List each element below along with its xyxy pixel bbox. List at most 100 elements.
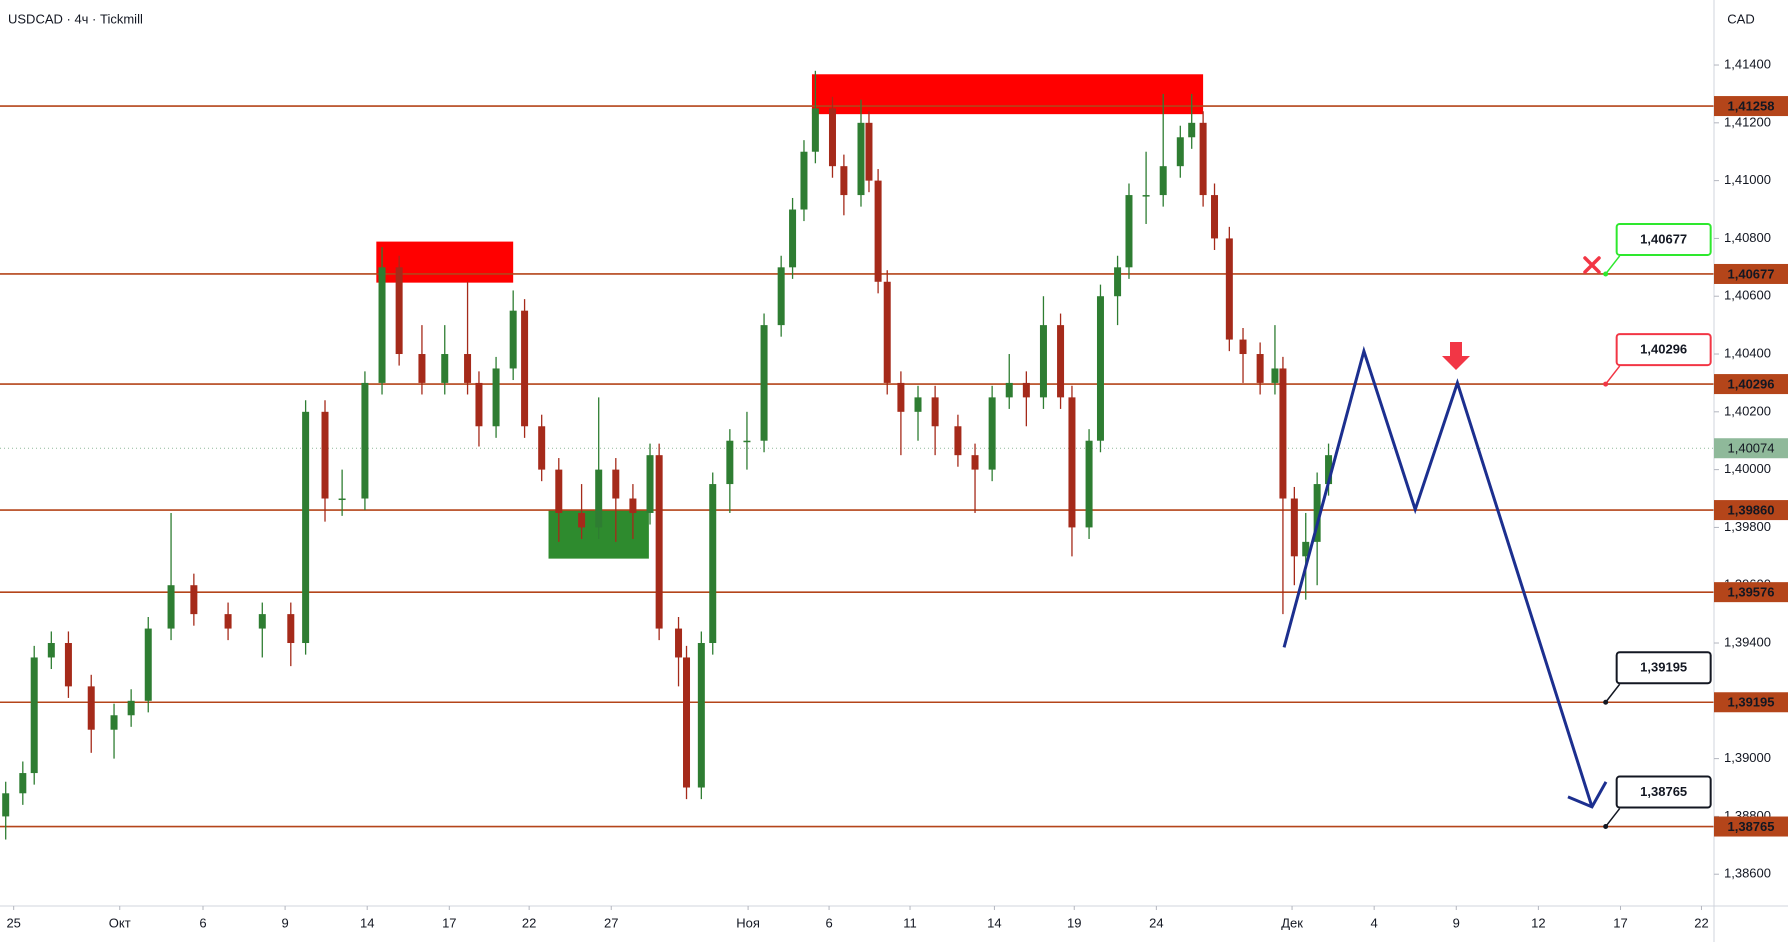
currency-label: CAD bbox=[1727, 11, 1754, 26]
candle-body bbox=[258, 614, 266, 629]
candle-body bbox=[828, 108, 836, 167]
candle-body bbox=[47, 643, 55, 658]
x-tick-label: 6 bbox=[199, 915, 206, 930]
x-tick-label: Дек bbox=[1281, 915, 1303, 930]
candle-body bbox=[1085, 440, 1093, 528]
y-tick-label: 1,40600 bbox=[1724, 288, 1771, 303]
y-tick-label: 1,40400 bbox=[1724, 345, 1771, 360]
candle-body bbox=[509, 310, 517, 369]
level-price-box bbox=[1714, 692, 1788, 713]
candle-body bbox=[1125, 195, 1133, 268]
callout-leader bbox=[1605, 255, 1621, 275]
candle-body bbox=[127, 700, 135, 716]
candle-body bbox=[302, 411, 310, 644]
candle-body bbox=[709, 484, 717, 644]
candle-body bbox=[743, 440, 751, 443]
candle-body bbox=[167, 585, 175, 629]
current-price-box bbox=[1714, 438, 1788, 459]
projection-arrowhead bbox=[1567, 781, 1608, 809]
x-tick-label: 12 bbox=[1531, 915, 1545, 930]
plot-area bbox=[0, 70, 1714, 840]
candle-body bbox=[1239, 339, 1247, 355]
candle-body bbox=[578, 512, 586, 528]
candle-body bbox=[64, 643, 72, 687]
candle-body bbox=[1057, 325, 1065, 398]
level-price-label: 1,39195 bbox=[1728, 695, 1775, 710]
candle-body bbox=[190, 585, 198, 615]
candle-body bbox=[629, 498, 637, 513]
x-tick-label: 4 bbox=[1371, 915, 1378, 930]
candle-body bbox=[874, 180, 882, 282]
level-price-label: 1,40296 bbox=[1728, 377, 1775, 392]
candle-body bbox=[321, 411, 329, 499]
candle-body bbox=[914, 397, 922, 412]
candle-body bbox=[1199, 122, 1207, 196]
chart-title: USDCAD · 4ч · Tickmill bbox=[8, 11, 143, 26]
x-tick-label: 17 bbox=[442, 915, 456, 930]
candle-body bbox=[19, 773, 27, 794]
level-price-box bbox=[1714, 500, 1788, 521]
x-tick-label: 14 bbox=[987, 915, 1001, 930]
candle-body bbox=[840, 166, 848, 196]
x-tick-label: 14 bbox=[360, 915, 374, 930]
candle-body bbox=[897, 382, 905, 412]
callout-leader bbox=[1605, 683, 1621, 703]
y-tick-label: 1,41400 bbox=[1724, 56, 1771, 71]
candle-body bbox=[777, 267, 785, 326]
invalidation-marker bbox=[1583, 256, 1601, 274]
candle-body bbox=[931, 397, 939, 427]
candle-body bbox=[655, 455, 663, 629]
candle-body bbox=[492, 368, 500, 427]
candle-body bbox=[857, 122, 865, 196]
x-tick-label: 6 bbox=[825, 915, 832, 930]
level-price-box bbox=[1714, 96, 1788, 117]
candle-body bbox=[1142, 195, 1150, 197]
candle-body bbox=[1068, 397, 1076, 528]
candle-body bbox=[971, 455, 979, 470]
candle-body bbox=[1325, 455, 1333, 485]
x-tick-label: 9 bbox=[281, 915, 288, 930]
x-tick-label: 17 bbox=[1613, 915, 1627, 930]
zone bbox=[811, 74, 1204, 115]
candle-body bbox=[521, 310, 529, 427]
candle-body bbox=[1176, 137, 1184, 167]
level-price-box bbox=[1714, 582, 1788, 603]
candle-body bbox=[1279, 368, 1287, 499]
callout-point bbox=[1603, 381, 1609, 387]
candle-body bbox=[883, 281, 891, 383]
level-price-label: 1,41258 bbox=[1728, 98, 1775, 113]
projection-path bbox=[1282, 345, 1594, 808]
x-tick-label: 22 bbox=[522, 915, 536, 930]
candle-body bbox=[2, 793, 10, 817]
x-tick-label: 27 bbox=[604, 915, 618, 930]
candle-body bbox=[378, 267, 386, 383]
current-price-label: 1,40074 bbox=[1728, 441, 1775, 456]
callout-label: 1,40296 bbox=[1640, 342, 1687, 357]
candle-body bbox=[395, 267, 403, 355]
y-tick-label: 1,39400 bbox=[1724, 634, 1771, 649]
level-price-label: 1,38765 bbox=[1728, 819, 1775, 834]
x-tick-label: Ноя bbox=[736, 915, 760, 930]
candle-body bbox=[800, 151, 808, 210]
candle-body bbox=[954, 426, 962, 456]
candle-body bbox=[1096, 296, 1104, 441]
level-price-label: 1,39576 bbox=[1728, 585, 1775, 600]
candle-body bbox=[865, 122, 873, 181]
candle-body bbox=[760, 325, 768, 441]
x-tick-label: 11 bbox=[903, 915, 917, 930]
candle-body bbox=[789, 209, 797, 268]
callout-box bbox=[1615, 775, 1712, 809]
candle-body bbox=[1256, 354, 1264, 383]
candle-body bbox=[361, 382, 369, 499]
candle-body bbox=[110, 715, 118, 730]
callout-label: 1,38765 bbox=[1640, 784, 1687, 799]
callout-label: 1,40677 bbox=[1640, 231, 1687, 246]
candle-body bbox=[538, 426, 546, 470]
candle-body bbox=[224, 614, 232, 629]
y-tick-label: 1,40000 bbox=[1724, 461, 1771, 476]
candle-body bbox=[1114, 267, 1122, 297]
candle-body bbox=[726, 440, 734, 485]
candle-body bbox=[287, 614, 295, 644]
level-price-label: 1,39860 bbox=[1728, 503, 1775, 518]
